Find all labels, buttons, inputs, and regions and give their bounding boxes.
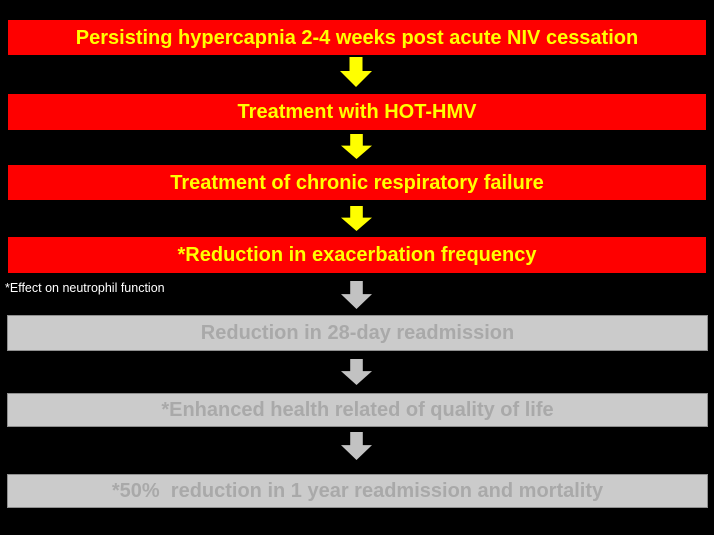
flow-step-label: *Reduction in exacerbation frequency (177, 244, 537, 266)
flow-step-label: Treatment with HOT-HMV (237, 101, 477, 123)
down-arrow-icon (341, 134, 372, 159)
flow-step-label: Reduction in 28-day readmission (200, 322, 515, 344)
flow-step-28-day-readmission: Reduction in 28-day readmission (7, 315, 708, 351)
down-arrow-icon (340, 57, 372, 87)
down-arrow-icon (341, 206, 372, 231)
flow-step-hot-hmv-treatment: Treatment with HOT-HMV (8, 94, 706, 130)
flow-step-label: Treatment of chronic respiratory failure (170, 171, 544, 194)
flow-step-quality-of-life: *Enhanced health related of quality of l… (7, 393, 708, 427)
flow-step-label: *50% reduction in 1 year readmission and… (111, 480, 604, 502)
down-arrow-icon (341, 359, 372, 385)
flow-step-chronic-respiratory-failure: Treatment of chronic respiratory failure (8, 165, 706, 200)
flow-step-persisting-hypercapnia: Persisting hypercapnia 2-4 weeks post ac… (8, 20, 706, 55)
down-arrow-icon (341, 432, 372, 460)
flow-step-label: Persisting hypercapnia 2-4 weeks post ac… (75, 26, 639, 49)
flow-step-exacerbation-frequency: *Reduction in exacerbation frequency (8, 237, 706, 273)
flow-step-label: *Enhanced health related of quality of l… (161, 399, 554, 421)
footnote-effect-neutrophil: *Effect on neutrophil function (5, 281, 165, 295)
down-arrow-icon (341, 281, 372, 309)
flow-step-1-year-readmission-mortality: *50% reduction in 1 year readmission and… (7, 474, 708, 508)
